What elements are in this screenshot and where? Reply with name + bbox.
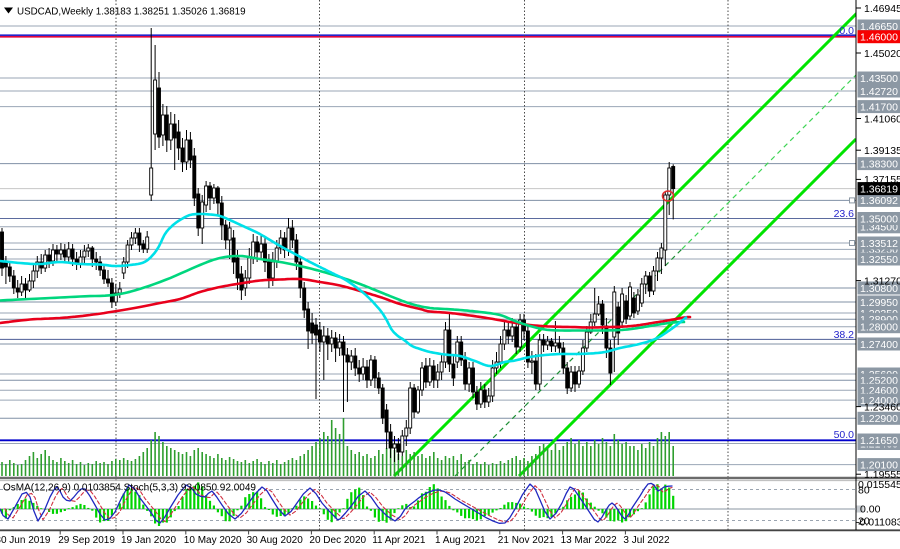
svg-text:50.0: 50.0 [834,429,855,441]
svg-text:1.45020: 1.45020 [864,48,900,60]
svg-text:1.29950: 1.29950 [860,297,898,309]
svg-text:1.43500: 1.43500 [860,73,898,85]
svg-text:1.28000: 1.28000 [860,322,898,334]
svg-text:29 Sep 2019: 29 Sep 2019 [58,535,115,546]
svg-text:1.41700: 1.41700 [860,101,898,113]
svg-text:0.0155457: 0.0155457 [858,479,900,491]
svg-text:OsMA(12,26,9) 0.0103854 Stoch: OsMA(12,26,9) 0.0103854 Stoch(5,3,3) 93.… [3,483,256,494]
svg-text:1.23460: 1.23460 [864,401,900,413]
svg-text:-0.011083: -0.011083 [856,517,900,529]
svg-text:20: 20 [858,516,870,528]
svg-text:1.35000: 1.35000 [860,213,898,225]
svg-text:1.21650: 1.21650 [860,435,898,447]
svg-text:0.0: 0.0 [839,25,854,37]
svg-text:21 Nov 2021: 21 Nov 2021 [498,535,555,546]
svg-text:1.27400: 1.27400 [860,339,898,351]
svg-text:1.41060: 1.41060 [864,113,900,125]
svg-text:1.46945: 1.46945 [864,3,900,15]
svg-text:3 Jul 2022: 3 Jul 2022 [623,535,670,546]
svg-text:1.30800: 1.30800 [860,283,898,295]
svg-text:1.20100: 1.20100 [860,459,898,471]
svg-text:19 Jan 2020: 19 Jan 2020 [121,535,176,546]
svg-text:1.38300: 1.38300 [860,158,898,170]
svg-text:20 Dec 2020: 20 Dec 2020 [309,535,366,546]
svg-text:1.32550: 1.32550 [860,254,898,266]
svg-text:30 Jun 2019: 30 Jun 2019 [0,535,51,546]
svg-text:13 Mar 2022: 13 Mar 2022 [561,535,618,546]
svg-text:1.36092: 1.36092 [860,195,898,207]
svg-text:1.24000: 1.24000 [860,395,898,407]
svg-text:11 Apr 2021: 11 Apr 2021 [372,535,426,546]
svg-text:0.00: 0.00 [860,504,881,516]
svg-text:1.19555: 1.19555 [864,469,900,481]
svg-text:1 Aug 2021: 1 Aug 2021 [435,535,486,546]
svg-text:1.36819: 1.36819 [860,183,898,195]
svg-text:30 Aug 2020: 30 Aug 2020 [247,535,304,546]
svg-text:38.2: 38.2 [834,329,855,341]
svg-text:1.39135: 1.39135 [864,145,900,157]
svg-text:1.46000: 1.46000 [860,32,898,44]
svg-text:1.22900: 1.22900 [860,413,898,425]
svg-text:1.42720: 1.42720 [860,86,898,98]
svg-text:23.6: 23.6 [834,208,855,220]
svg-text:1.31270: 1.31270 [864,275,900,287]
svg-text:USDCAD,Weekly 1.38183 1.38251: USDCAD,Weekly 1.38183 1.38251 1.35026 1.… [17,7,246,18]
svg-text:10 May 2020: 10 May 2020 [184,535,242,546]
svg-text:80: 80 [858,485,870,497]
svg-text:1.46650: 1.46650 [860,21,898,33]
svg-text:1.33512: 1.33512 [860,238,898,250]
